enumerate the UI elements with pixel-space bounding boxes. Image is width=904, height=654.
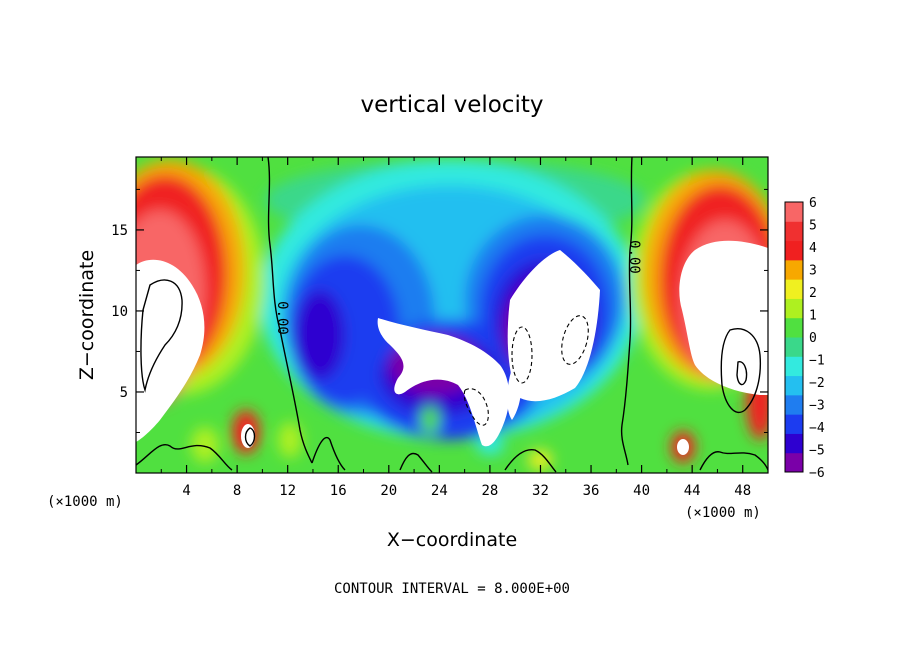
zero-contour-bottom-right xyxy=(699,451,768,471)
x-tick-label-28: 28 xyxy=(481,483,498,499)
contour-interval-text: CONTOUR INTERVAL = 8.000E+00 xyxy=(334,581,570,597)
negative-contour-a xyxy=(511,326,533,384)
colorbar-label-8: −2 xyxy=(809,376,825,391)
colorbar-segment-4 xyxy=(785,375,803,396)
y-tick-label-10: 10 xyxy=(111,304,128,320)
chart-title: vertical velocity xyxy=(361,92,544,118)
x-axis-label: X−coordinate xyxy=(387,529,517,551)
colorbar-segment-3 xyxy=(785,394,803,415)
positive-contour-right-inner xyxy=(736,361,748,386)
positive-contour-bubble xyxy=(244,427,256,447)
colorbar-segment-12 xyxy=(785,221,803,242)
y-axis-ticks: 5 10 15 xyxy=(111,188,768,433)
field-patch-lime-bubble-b xyxy=(278,422,302,458)
colorbar-segment-9 xyxy=(785,279,803,299)
x-tick-label-20: 20 xyxy=(380,483,397,499)
colorbar-segment-6 xyxy=(785,337,803,357)
colorbar-label-12: −6 xyxy=(809,466,825,481)
colorbar-segment-1 xyxy=(785,433,803,454)
zero-contour-right xyxy=(620,157,633,466)
field-patch-green-bump-a xyxy=(420,406,440,434)
positive-contour-right xyxy=(720,328,762,413)
x-tick-label-48: 48 xyxy=(734,483,751,499)
colorbar-label-9: −3 xyxy=(809,399,825,414)
colorbar-segment-8 xyxy=(785,298,803,319)
white-region-right xyxy=(679,240,768,395)
zero-contour-left xyxy=(267,157,313,464)
colorbar-label-4: 2 xyxy=(809,286,817,301)
colorbar-segment-11 xyxy=(785,240,803,261)
negative-contour-c xyxy=(463,388,489,426)
x-tick-label-36: 36 xyxy=(583,483,600,499)
x-tick-label-16: 16 xyxy=(330,483,347,499)
negative-contour-lines xyxy=(463,315,589,426)
colorbar-segment-2 xyxy=(785,414,803,434)
zero-contour-bottom-left xyxy=(136,443,233,471)
y-axis-label: Z−coordinate xyxy=(76,250,98,380)
z-unit-label: (×1000 m) xyxy=(47,494,123,510)
field-patch-lime-bubble-a xyxy=(191,427,219,463)
colorbar-label-5: 1 xyxy=(809,309,817,324)
x-tick-label-4: 4 xyxy=(182,483,190,499)
colorbar-label-0: 6 xyxy=(809,196,817,211)
x-tick-label-32: 32 xyxy=(532,483,549,499)
out-of-range-regions xyxy=(136,240,768,455)
colorbar-label-11: −5 xyxy=(809,444,825,459)
colorbar-label-2: 4 xyxy=(809,241,817,256)
x-tick-label-44: 44 xyxy=(684,483,701,499)
zero-contour-bottom-c xyxy=(399,452,433,473)
zero-contour-bottom-b xyxy=(311,436,346,471)
x-tick-label-8: 8 xyxy=(233,483,241,499)
white-region-plume-spike xyxy=(507,360,522,420)
colorbar-label-10: −4 xyxy=(809,421,825,436)
velocity-field: 0.00 0.00 xyxy=(136,157,768,473)
white-region-left xyxy=(136,259,205,442)
contour-lines xyxy=(136,157,768,473)
y-tick-label-5: 5 xyxy=(120,385,128,401)
white-bubble-left xyxy=(241,424,255,448)
colorbar-segment-10 xyxy=(785,259,803,280)
contour-label-left: 0.00 xyxy=(274,301,290,335)
x-tick-label-12: 12 xyxy=(279,483,296,499)
negative-contour-b xyxy=(561,315,589,365)
white-bubble-right xyxy=(677,439,689,455)
x-axis-ticks: 4 8 12 16 20 24 28 32 36 40 44 48 xyxy=(160,157,751,499)
colorbar-segment-13 xyxy=(785,202,803,222)
colorbar-segment-5 xyxy=(785,356,803,377)
x-tick-label-40: 40 xyxy=(633,483,650,499)
plot-frame xyxy=(135,156,769,474)
field-patch-yellow-bubble xyxy=(528,450,552,470)
colorbar-label-6: 0 xyxy=(809,331,817,346)
colorbar: 6 5 4 3 2 1 0 −1 −2 −3 −4 −5 −6 xyxy=(784,196,825,481)
colorbar-label-7: −1 xyxy=(809,354,825,369)
white-region-plume-stem xyxy=(377,318,510,447)
contour-label-right: 0.00 xyxy=(626,240,642,274)
white-region-plume-core xyxy=(507,250,600,402)
x-unit-label: (×1000 m) xyxy=(685,505,761,521)
positive-contour-left xyxy=(140,279,183,393)
colorbar-segment-0 xyxy=(785,452,803,473)
colorbar-label-1: 5 xyxy=(809,219,817,234)
colorbar-segment-7 xyxy=(785,317,803,338)
colorbar-label-3: 3 xyxy=(809,264,817,279)
zero-contour-bottom-d xyxy=(504,448,557,473)
colorbar-frame xyxy=(784,201,804,473)
x-tick-label-24: 24 xyxy=(431,483,448,499)
field-patch-dark-blue-left xyxy=(295,290,345,380)
y-tick-label-15: 15 xyxy=(111,223,128,239)
